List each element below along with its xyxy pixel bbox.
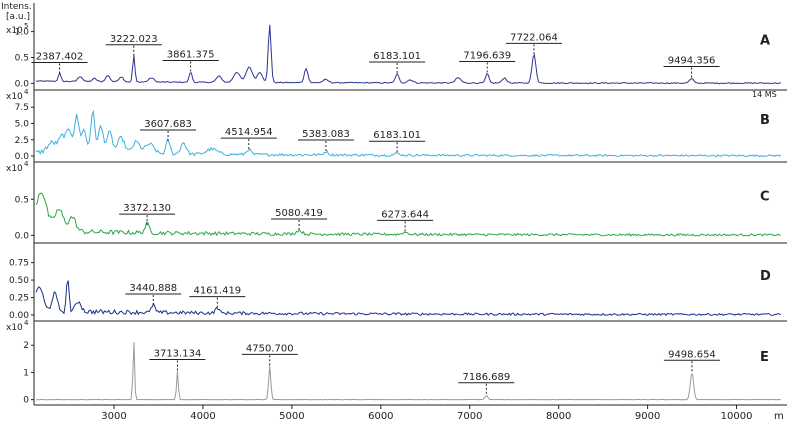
y-multiplier: x10 — [6, 26, 23, 36]
y-tick-label: 1 — [23, 368, 29, 378]
peak-annotation: 5080.419 — [271, 208, 328, 232]
spectrum-trace — [35, 24, 781, 85]
peak-annotation: 3713.134 — [149, 349, 206, 373]
peak-label: 4161.419 — [193, 286, 241, 297]
y-multiplier-exponent: 4 — [24, 319, 29, 327]
panel-note: 14 MS — [752, 90, 777, 99]
y-tick-label: 0.50 — [9, 276, 29, 286]
peak-label: 3440.888 — [129, 283, 177, 294]
peak-label: 3607.683 — [144, 119, 192, 130]
peak-annotation: 3607.683 — [140, 119, 197, 144]
peak-label: 4514.954 — [225, 127, 273, 138]
peak-annotation: 4514.954 — [220, 127, 277, 152]
peak-label: 6183.101 — [373, 130, 421, 141]
peak-label: 6273.644 — [381, 209, 429, 220]
y-tick-label: 0.75 — [9, 259, 29, 269]
x-tick-label: 4000 — [190, 411, 215, 422]
y-tick-label: 0.25 — [9, 293, 29, 303]
y-tick-label: 5.0 — [15, 119, 30, 129]
peak-annotation: 9498.654 — [663, 349, 720, 374]
peak-label: 9494.356 — [668, 55, 716, 66]
peak-label: 7722.064 — [510, 32, 558, 43]
spectrum-trace — [35, 109, 782, 158]
x-tick-label: 3000 — [101, 411, 126, 422]
y-tick-label: 2 — [23, 341, 29, 351]
peak-annotation: 3372.130 — [119, 203, 176, 228]
panel-letter: E — [760, 350, 769, 365]
y-multiplier: x10 — [6, 164, 23, 174]
y-multiplier-exponent: 5 — [24, 22, 28, 30]
spectrum-panel-b: 7.5 5.0 2.5 0.0 x10 4 3607.683 4514.954 5383.083… — [6, 88, 787, 163]
y-tick-label: 0.5 — [15, 53, 29, 63]
panel-letter: A — [760, 34, 770, 49]
spectrum-trace — [35, 280, 781, 317]
x-tick-label: 9000 — [635, 411, 660, 422]
peak-label: 5383.083 — [302, 129, 350, 140]
y-multiplier: x10 — [6, 92, 23, 102]
peak-annotation: 3222.023 — [105, 34, 162, 58]
x-tick-label: 6000 — [368, 411, 393, 422]
peak-annotation: 5383.083 — [297, 129, 354, 153]
y-multiplier: x10 — [6, 323, 23, 333]
x-tick-label: 8000 — [546, 411, 571, 422]
peak-label: 3222.023 — [110, 34, 158, 45]
y-tick-label: 2.5 — [15, 136, 29, 146]
y-tick-label: 1.0 — [15, 28, 30, 38]
y-tick-label: 0.0 — [15, 231, 30, 241]
y-tick-label: 0.00 — [9, 311, 29, 321]
x-tick-label: 10000 — [721, 411, 753, 422]
panel-letter: D — [760, 269, 771, 284]
peak-annotation: 3861.375 — [162, 50, 219, 74]
y-tick-label: 0 — [23, 396, 29, 406]
peak-label: 7196.639 — [463, 51, 511, 62]
peak-annotation: 6273.644 — [377, 209, 434, 234]
x-axis-label: m — [774, 411, 784, 422]
peak-annotation: 2387.402 — [31, 52, 88, 76]
peak-annotation: 6183.101 — [369, 130, 426, 155]
y-tick-label: 0.0 — [15, 79, 30, 89]
peak-annotation: 4750.700 — [241, 343, 298, 368]
peak-annotation: 4161.419 — [189, 286, 246, 310]
peak-annotation: 7722.064 — [505, 32, 562, 57]
peak-label: 6183.101 — [373, 51, 421, 62]
peak-label: 3372.130 — [123, 203, 171, 214]
y-axis-title: [a.u.] — [6, 12, 30, 22]
peak-annotation: 7196.639 — [459, 51, 516, 75]
peak-label: 2387.402 — [36, 52, 84, 63]
panel-letter: C — [760, 190, 770, 205]
peak-label: 5080.419 — [275, 208, 323, 219]
peak-annotation: 3440.888 — [125, 283, 182, 307]
spectrum-panel-e: 2 1 0 x10 4 3713.134 4750.700 7186.689 9498.654 E — [6, 319, 787, 406]
spectrum-trace — [36, 342, 781, 401]
y-tick-label: 0.0 — [15, 152, 30, 162]
x-tick-label: 5000 — [279, 411, 304, 422]
peak-label: 7186.689 — [462, 372, 510, 383]
y-tick-label: 7.5 — [15, 103, 29, 113]
peak-annotation: 9494.356 — [663, 55, 720, 80]
peak-label: 4750.700 — [246, 343, 294, 354]
y-multiplier-exponent: 4 — [24, 88, 29, 96]
peak-label: 9498.654 — [668, 349, 716, 360]
spectrum-panel-d: 0.75 0.50 0.25 0.00 3440.888 4161.419 D — [9, 243, 787, 322]
x-tick-label: 7000 — [457, 411, 482, 422]
y-multiplier-exponent: 4 — [24, 160, 29, 168]
spectrum-trace — [35, 192, 781, 237]
y-axis-title: Intens. — [1, 2, 32, 12]
peak-annotation: 6183.101 — [369, 51, 426, 76]
panel-letter: B — [760, 113, 770, 128]
peak-annotation: 7186.689 — [458, 372, 515, 396]
peak-label: 3861.375 — [167, 50, 215, 61]
peak-label: 3713.134 — [154, 349, 202, 360]
y-tick-label: 0.5 — [15, 195, 29, 205]
spectrum-panel-c: 0.5 0.0 x10 4 3372.130 5080.419 6273.644 C — [6, 160, 787, 244]
